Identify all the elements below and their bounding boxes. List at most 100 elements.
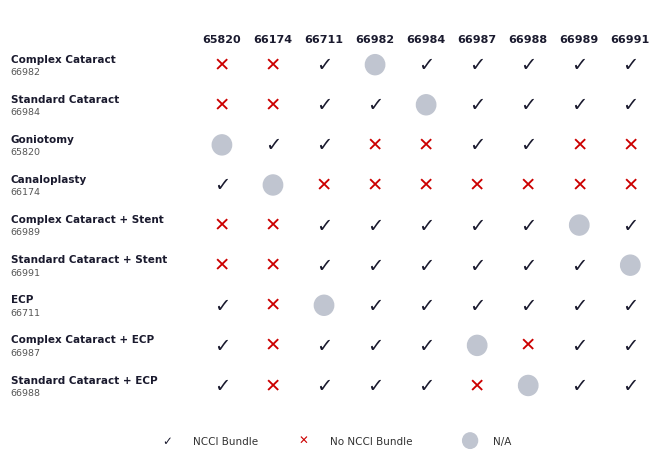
Text: ✕: ✕ <box>265 376 281 395</box>
Text: 66991: 66991 <box>11 268 41 277</box>
Text: Canaloplasty: Canaloplasty <box>11 175 87 185</box>
Text: N/A: N/A <box>493 436 512 446</box>
Ellipse shape <box>263 175 282 195</box>
Text: ✕: ✕ <box>571 176 587 195</box>
Text: ✓: ✓ <box>622 296 638 315</box>
Text: 66982: 66982 <box>356 35 395 45</box>
Text: ✓: ✓ <box>367 336 383 355</box>
Text: 66174: 66174 <box>11 188 41 197</box>
Text: ✓: ✓ <box>214 176 230 195</box>
Text: ✕: ✕ <box>520 176 537 195</box>
Text: ✕: ✕ <box>418 136 434 155</box>
Text: ✓: ✓ <box>571 96 587 115</box>
Text: ✓: ✓ <box>214 296 230 315</box>
Text: ✓: ✓ <box>214 336 230 355</box>
Text: ✓: ✓ <box>418 336 434 355</box>
Text: ✓: ✓ <box>520 296 537 315</box>
Text: ✓: ✓ <box>367 376 383 395</box>
Text: ✓: ✓ <box>520 56 537 75</box>
Text: ✓: ✓ <box>367 96 383 115</box>
Text: ✓: ✓ <box>622 216 638 235</box>
Text: ✕: ✕ <box>214 56 230 75</box>
Text: 66711: 66711 <box>304 35 343 45</box>
Text: ✕: ✕ <box>265 96 281 115</box>
Text: ✓: ✓ <box>316 96 332 115</box>
Text: ✓: ✓ <box>520 256 537 275</box>
Text: ✓: ✓ <box>571 376 587 395</box>
Text: ✓: ✓ <box>316 136 332 155</box>
Text: ✕: ✕ <box>214 96 230 115</box>
Text: ✕: ✕ <box>367 136 383 155</box>
Text: ✕: ✕ <box>622 136 638 155</box>
Text: 65820: 65820 <box>11 148 41 157</box>
Text: 66988: 66988 <box>509 35 548 45</box>
Text: 66988: 66988 <box>11 388 41 397</box>
Ellipse shape <box>366 56 385 75</box>
Text: ✓: ✓ <box>418 376 434 395</box>
Text: NCCI Bundle: NCCI Bundle <box>193 436 258 446</box>
Text: ✓: ✓ <box>316 56 332 75</box>
Text: ✓: ✓ <box>469 56 485 75</box>
Text: ✓: ✓ <box>418 256 434 275</box>
Text: ✕: ✕ <box>265 336 281 355</box>
Text: ✓: ✓ <box>316 336 332 355</box>
Text: ✓: ✓ <box>367 216 383 235</box>
Text: Standard Cataract + Stent: Standard Cataract + Stent <box>11 255 167 265</box>
Text: ✓: ✓ <box>469 136 485 155</box>
Text: Goniotomy: Goniotomy <box>11 135 75 144</box>
Text: ✓: ✓ <box>316 376 332 395</box>
Text: ✕: ✕ <box>214 256 230 275</box>
Text: Complex Cataract + Stent: Complex Cataract + Stent <box>11 215 164 225</box>
Text: ✕: ✕ <box>299 434 309 447</box>
Text: ✓: ✓ <box>622 56 638 75</box>
Text: ✓: ✓ <box>367 256 383 275</box>
Text: ✓: ✓ <box>316 216 332 235</box>
Text: ✓: ✓ <box>316 256 332 275</box>
Text: ✓: ✓ <box>622 376 638 395</box>
Text: ✓: ✓ <box>162 434 172 447</box>
Text: 66711: 66711 <box>11 308 41 317</box>
Text: ✕: ✕ <box>622 176 638 195</box>
Text: ✓: ✓ <box>571 336 587 355</box>
Ellipse shape <box>519 375 538 396</box>
Text: 66991: 66991 <box>610 35 650 45</box>
Text: ✓: ✓ <box>418 296 434 315</box>
Text: Standard Cataract: Standard Cataract <box>11 94 119 105</box>
Text: ✕: ✕ <box>571 136 587 155</box>
Text: 66987: 66987 <box>11 348 41 357</box>
Text: Complex Cataract: Complex Cataract <box>11 55 115 65</box>
Text: 66174: 66174 <box>253 35 292 45</box>
Text: 66982: 66982 <box>11 68 41 77</box>
Text: Standard Cataract + ECP: Standard Cataract + ECP <box>11 375 157 385</box>
Ellipse shape <box>416 95 436 116</box>
Text: 66989: 66989 <box>560 35 599 45</box>
Text: ✓: ✓ <box>571 256 587 275</box>
Text: ✕: ✕ <box>418 176 434 195</box>
Text: ✓: ✓ <box>265 136 281 155</box>
Text: 66984: 66984 <box>11 108 41 117</box>
Text: ✓: ✓ <box>622 96 638 115</box>
Text: ✓: ✓ <box>571 56 587 75</box>
Text: ✓: ✓ <box>571 296 587 315</box>
Text: ✓: ✓ <box>418 216 434 235</box>
Ellipse shape <box>213 136 232 156</box>
Text: ✕: ✕ <box>265 216 281 235</box>
Text: No NCCI Bundle: No NCCI Bundle <box>330 436 412 446</box>
Text: ✕: ✕ <box>520 336 537 355</box>
Text: ECP: ECP <box>11 295 33 305</box>
Ellipse shape <box>570 216 589 236</box>
Text: 66984: 66984 <box>407 35 446 45</box>
Text: 66989: 66989 <box>11 228 41 237</box>
Text: ✕: ✕ <box>316 176 332 195</box>
Text: ✕: ✕ <box>469 176 485 195</box>
Ellipse shape <box>620 256 640 275</box>
Text: 66987: 66987 <box>457 35 497 45</box>
Text: ✓: ✓ <box>469 256 485 275</box>
Text: ✓: ✓ <box>214 376 230 395</box>
Text: ✓: ✓ <box>520 96 537 115</box>
Text: ✓: ✓ <box>469 216 485 235</box>
Text: ✕: ✕ <box>469 376 485 395</box>
Text: ✓: ✓ <box>622 336 638 355</box>
Text: ✕: ✕ <box>214 216 230 235</box>
Ellipse shape <box>467 336 487 356</box>
